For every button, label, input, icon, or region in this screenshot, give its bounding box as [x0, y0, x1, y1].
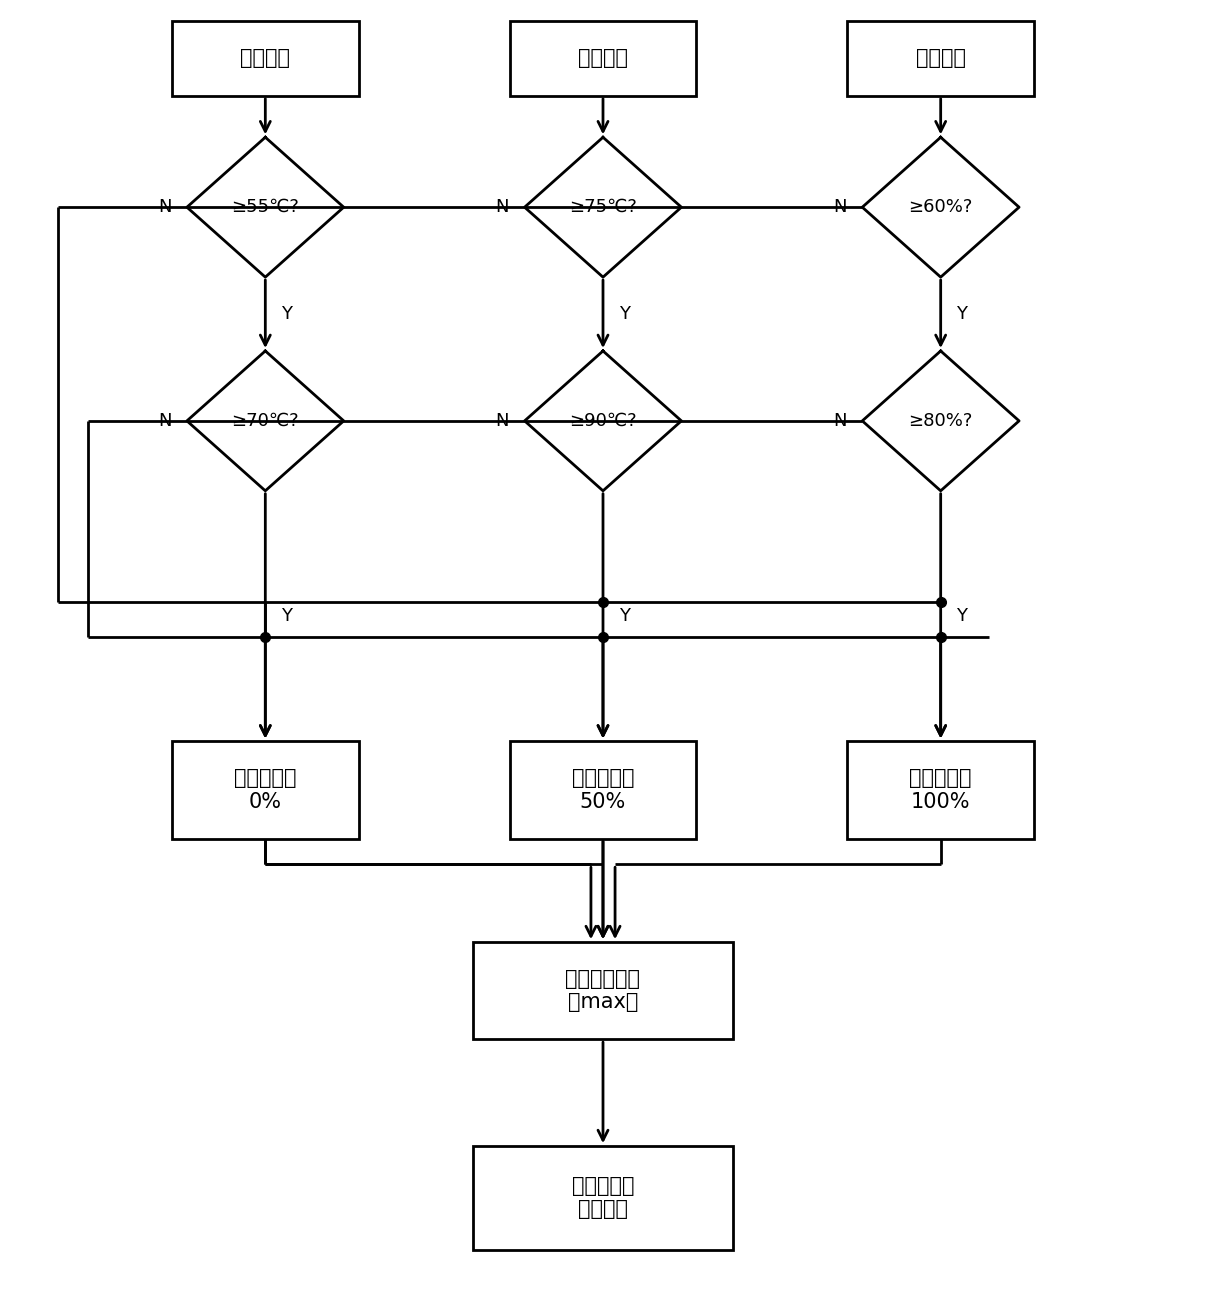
Text: 负荷电流: 负荷电流 — [915, 48, 966, 69]
FancyBboxPatch shape — [509, 21, 696, 96]
Text: Y: Y — [281, 607, 292, 625]
Text: Y: Y — [619, 607, 630, 625]
FancyBboxPatch shape — [509, 741, 696, 839]
Text: N: N — [833, 412, 847, 430]
Text: ≥70℃?: ≥70℃? — [232, 412, 299, 430]
Text: Y: Y — [956, 306, 967, 322]
FancyBboxPatch shape — [847, 741, 1034, 839]
Text: 获得投入数量
（max）: 获得投入数量 （max） — [566, 969, 640, 1013]
Text: Y: Y — [619, 306, 630, 322]
Text: ≥60%?: ≥60%? — [908, 198, 973, 216]
Text: 顶层油温: 顶层油温 — [240, 48, 291, 69]
Text: 冷却器投入
0%: 冷却器投入 0% — [234, 768, 297, 812]
FancyBboxPatch shape — [171, 21, 358, 96]
FancyBboxPatch shape — [847, 21, 1034, 96]
Text: 热点温度: 热点温度 — [578, 48, 628, 69]
Text: ≥55℃?: ≥55℃? — [232, 198, 299, 216]
Text: Y: Y — [281, 306, 292, 322]
FancyBboxPatch shape — [473, 1146, 732, 1250]
Text: 冷却器投入
50%: 冷却器投入 50% — [572, 768, 634, 812]
FancyBboxPatch shape — [473, 943, 732, 1039]
Text: 冷却器投入
100%: 冷却器投入 100% — [909, 768, 972, 812]
Text: ≥80%?: ≥80%? — [908, 412, 973, 430]
Text: ≥75℃?: ≥75℃? — [569, 198, 637, 216]
Text: N: N — [158, 412, 171, 430]
Text: N: N — [833, 198, 847, 216]
Text: ≥90℃?: ≥90℃? — [569, 412, 637, 430]
Text: Y: Y — [956, 607, 967, 625]
Text: N: N — [496, 198, 509, 216]
FancyBboxPatch shape — [171, 741, 358, 839]
Text: 调整冷却器
运行方式: 调整冷却器 运行方式 — [572, 1176, 634, 1220]
Text: N: N — [496, 412, 509, 430]
Text: N: N — [158, 198, 171, 216]
